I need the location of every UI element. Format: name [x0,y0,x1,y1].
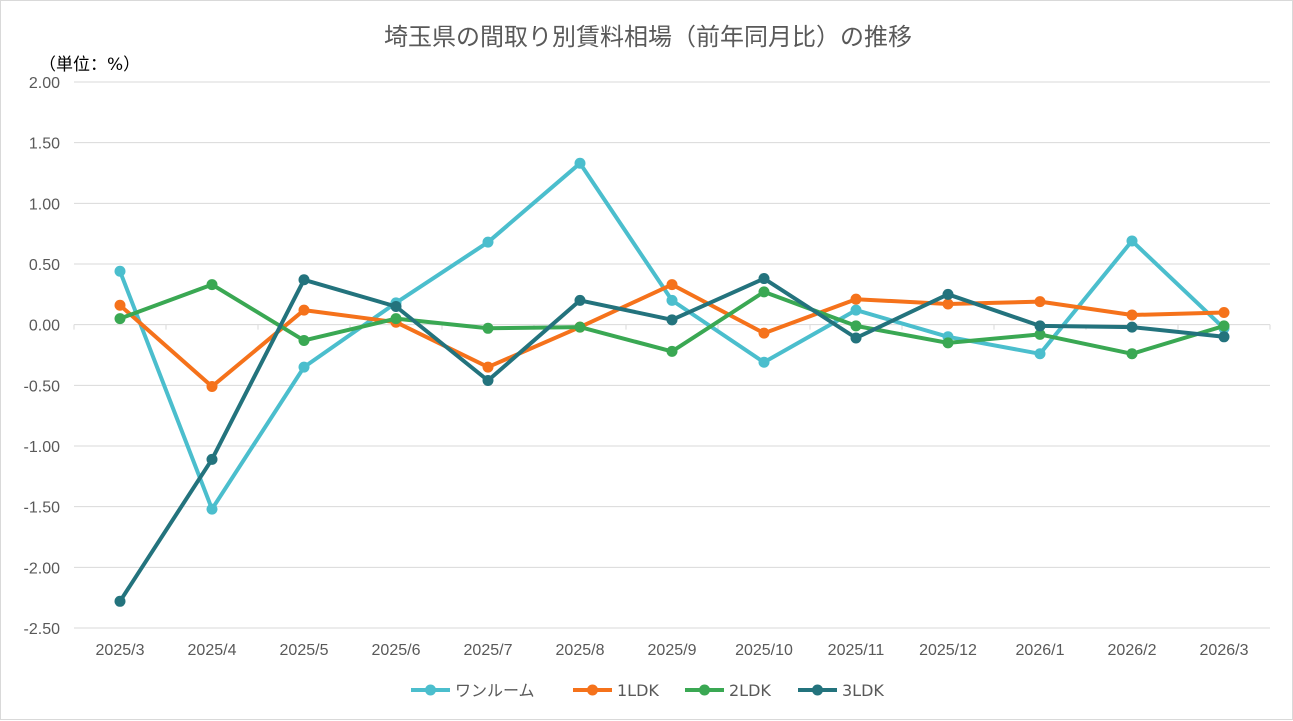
x-tick-label: 2025/10 [735,642,793,659]
data-point [206,381,218,393]
data-point [1218,307,1230,319]
x-tick-label: 2025/8 [556,642,605,659]
series-lines [114,157,1230,607]
data-point [1034,328,1046,340]
data-point [666,345,678,357]
data-point [666,314,678,326]
data-point [758,327,770,339]
data-point [758,286,770,298]
data-point [942,298,954,310]
data-point [482,361,494,373]
y-tick-label: 2.00 [29,75,60,92]
x-tick-label: 2026/2 [1108,642,1157,659]
data-point [1218,331,1230,343]
y-tick-label: 0.50 [29,257,60,274]
data-point [942,288,954,300]
legend-item: 1LDK [573,681,659,700]
y-tick-label: -2.00 [24,560,61,577]
x-tick-label: 2025/7 [464,642,513,659]
x-tick-label: 2026/3 [1200,642,1249,659]
data-point [666,294,678,306]
data-point [114,313,126,325]
data-point [114,265,126,277]
data-point [574,321,586,333]
data-point [758,356,770,368]
series-line [118,161,1226,512]
y-tick-label: -2.50 [24,621,61,638]
data-point [850,320,862,332]
series-1 [114,157,1230,515]
data-point [206,279,218,291]
data-point [850,304,862,316]
x-tick-label: 2025/11 [828,642,885,659]
y-tick-label: 0.00 [29,318,60,335]
x-tick-label: 2026/1 [1016,642,1065,659]
legend-label: 3LDK [842,681,884,700]
data-point [942,337,954,349]
legend-label: ワンルーム [455,681,535,700]
x-tick-label: 2025/5 [280,642,329,659]
data-point [1126,235,1138,247]
data-point [298,304,310,316]
legend: ワンルーム 1LDK 2LDK 3LDK [411,681,884,700]
data-point [758,273,770,285]
y-tick-label: 1.50 [29,136,60,153]
data-point [1126,309,1138,321]
chart-title: 埼玉県の間取り別賃料相場（前年同月比）の推移 [384,23,912,51]
legend-label: 1LDK [617,681,659,700]
data-point [114,299,126,311]
series-3 [114,279,1230,360]
data-point [482,322,494,334]
data-point [574,157,586,169]
data-point [666,279,678,291]
data-point [1126,348,1138,360]
series-4 [114,273,1230,607]
unit-label: （単位：%） [39,55,140,75]
legend-swatch-marker [587,684,598,696]
data-point [482,236,494,248]
data-point [206,453,218,465]
data-point [206,503,218,515]
x-tick-label: 2025/12 [919,642,977,659]
legend-item: ワンルーム [411,681,535,700]
x-tick-label: 2025/4 [188,642,237,659]
data-point [114,595,126,607]
data-point [298,361,310,373]
legend-swatch-marker [812,684,823,696]
data-point [1034,296,1046,308]
data-point [390,300,402,312]
x-axis-ticks: 2025/3 2025/4 2025/5 2025/6 2025/7 2025/8 2025… [96,642,1249,659]
data-point [1126,321,1138,333]
data-point [850,293,862,305]
y-axis-ticks: 2.00 1.50 1.00 0.50 0.00 -0.50 -1.00 -1.50 -2.00… [24,75,61,638]
data-point [1218,320,1230,332]
legend-item: 3LDK [798,681,884,700]
data-point [850,332,862,344]
data-point [482,374,494,386]
legend-swatch-marker [425,684,436,696]
legend-swatch-marker [699,684,710,696]
data-point [1034,320,1046,332]
data-point [298,274,310,286]
data-point [574,294,586,306]
data-point [298,334,310,346]
x-tick-label: 2025/3 [96,642,145,659]
y-tick-label: -1.50 [24,500,61,517]
data-point [1034,348,1046,360]
data-point [390,313,402,325]
y-tick-label: 1.00 [29,196,60,213]
y-tick-label: -1.00 [24,439,61,456]
y-tick-label: -0.50 [24,378,61,395]
legend-item: 2LDK [685,681,771,700]
legend-label: 2LDK [729,681,771,700]
x-tick-label: 2025/6 [372,642,421,659]
x-tick-label: 2025/9 [648,642,697,659]
